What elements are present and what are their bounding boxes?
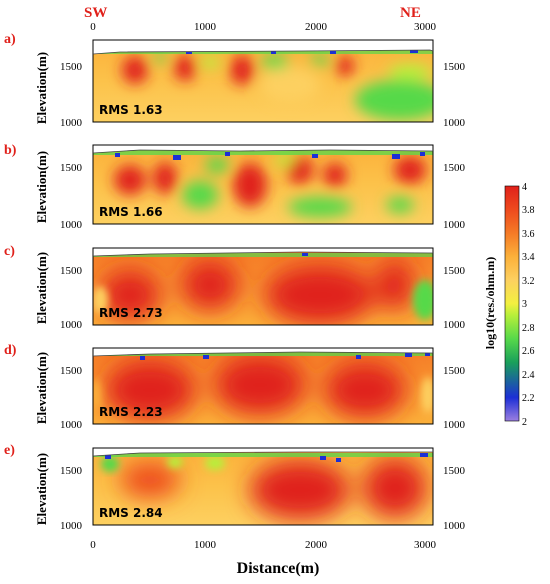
y-tick-label: 1500	[60, 162, 83, 174]
y-tick-label: 1500	[60, 265, 83, 277]
panel-c: c) Elevation(m) 1500 1000 1500	[4, 244, 466, 331]
y-tick-labels-a: 1500 1000 1500 1000	[60, 61, 466, 129]
y-axis-label-c: Elevation(m)	[34, 252, 49, 324]
colorbar-tick: 2.6	[522, 346, 535, 357]
y-tick-label-right: 1500	[443, 162, 466, 174]
colorbar-gradient	[504, 185, 520, 422]
panel-label-d: d)	[4, 343, 17, 358]
colorbar-tick: 2.8	[522, 323, 535, 334]
y-tick-label: 1500	[60, 365, 83, 377]
y-tick-labels-d: 1500 1000 1500 1000	[60, 365, 466, 431]
colorbar-label: log10(res./ohm.m)	[483, 257, 497, 349]
panel-label-c: c)	[4, 244, 15, 259]
x-tick-label: 2000	[305, 539, 328, 551]
top-x-tick-labels: 0 1000 2000 3000	[90, 21, 436, 33]
panel-a: a) Elevation(m)	[4, 32, 466, 129]
resistivity-section-b	[93, 150, 433, 224]
y-tick-label-right: 1000	[443, 419, 466, 431]
x-axis-label: Distance(m)	[237, 560, 320, 577]
near-surface-blocks-b	[115, 152, 425, 160]
rms-label-e: RMS 2.84	[99, 506, 163, 520]
bottom-x-tick-labels: 0 1000 2000 3000	[90, 539, 436, 551]
panel-label-b: b)	[4, 143, 17, 158]
colorbar-tick-labels: 4 3.8 3.6 3.4 3.2 3 2.8 2.6 2.4 2.2 2	[522, 182, 535, 428]
panel-label-e: e)	[4, 443, 15, 458]
colorbar-tick: 3.4	[522, 252, 535, 263]
direction-sw-label: SW	[84, 5, 107, 21]
colorbar-tick: 2	[522, 417, 527, 428]
y-tick-labels-e: 1500 1000 1500 1000	[60, 465, 466, 532]
colorbar: 4 3.8 3.6 3.4 3.2 3 2.8 2.6 2.4 2.2 2 lo…	[483, 182, 535, 428]
colorbar-tick: 3.6	[522, 229, 535, 240]
panel-label-a: a)	[4, 32, 16, 47]
y-axis-label-b: Elevation(m)	[34, 151, 49, 223]
x-tick-label: 0	[90, 539, 96, 551]
near-surface-blocks-d	[140, 352, 430, 360]
rms-label-c: RMS 2.73	[99, 306, 163, 320]
y-tick-label: 1500	[60, 61, 83, 73]
top-x-tick-label: 2000	[305, 21, 328, 33]
y-axis-label-e: Elevation(m)	[34, 453, 49, 525]
y-tick-label-right: 1000	[443, 319, 466, 331]
y-tick-label-right: 1000	[443, 117, 466, 129]
y-tick-label: 1000	[60, 419, 83, 431]
y-tick-label-right: 1500	[443, 465, 466, 477]
y-tick-label-right: 1000	[443, 520, 466, 532]
colorbar-tick: 2.4	[522, 370, 535, 381]
y-tick-label-right: 1000	[443, 219, 466, 231]
rms-label-a: RMS 1.63	[99, 103, 163, 117]
top-x-tick-label: 1000	[194, 21, 217, 33]
colorbar-tick: 4	[522, 182, 527, 193]
y-tick-label: 1000	[60, 117, 83, 129]
y-tick-labels-b: 1500 1000 1500 1000	[60, 162, 466, 231]
y-tick-labels-c: 1500 1000 1500 1000	[60, 265, 466, 331]
colorbar-tick: 3	[522, 299, 527, 310]
y-tick-label-right: 1500	[443, 61, 466, 73]
x-tick-label: 1000	[194, 539, 217, 551]
y-tick-label-right: 1500	[443, 365, 466, 377]
y-axis-label-a: Elevation(m)	[34, 52, 49, 124]
panel-e: e) Elevation(m) 1500 1000 1500	[4, 443, 466, 532]
panel-b: b) Elevation(m)	[4, 143, 466, 231]
y-axis-label-d: Elevation(m)	[34, 352, 49, 424]
y-tick-label: 1000	[60, 520, 83, 532]
near-surface-blocks-e	[105, 453, 428, 462]
top-x-tick-label: 3000	[414, 21, 437, 33]
resistivity-section-c	[93, 252, 433, 325]
resistivity-section-d	[93, 352, 433, 424]
panel-d: d) Elevation(m) 1500 1000 1500 1000	[4, 343, 466, 431]
y-tick-label: 1000	[60, 319, 83, 331]
colorbar-tick: 3.8	[522, 205, 535, 216]
y-tick-label-right: 1500	[443, 265, 466, 277]
y-tick-label: 1500	[60, 465, 83, 477]
resistivity-section-a	[93, 50, 433, 122]
direction-ne-label: NE	[400, 5, 421, 21]
top-x-tick-label: 0	[90, 21, 96, 33]
colorbar-tick: 3.2	[522, 276, 535, 287]
y-tick-label: 1000	[60, 219, 83, 231]
rms-label-d: RMS 2.23	[99, 405, 163, 419]
near-surface-blocks-a	[186, 50, 418, 54]
near-surface-blocks-c	[302, 253, 308, 256]
rms-label-b: RMS 1.66	[99, 205, 163, 219]
x-tick-label: 3000	[414, 539, 437, 551]
colorbar-tick: 2.2	[522, 393, 535, 404]
resistivity-section-e	[93, 452, 433, 525]
